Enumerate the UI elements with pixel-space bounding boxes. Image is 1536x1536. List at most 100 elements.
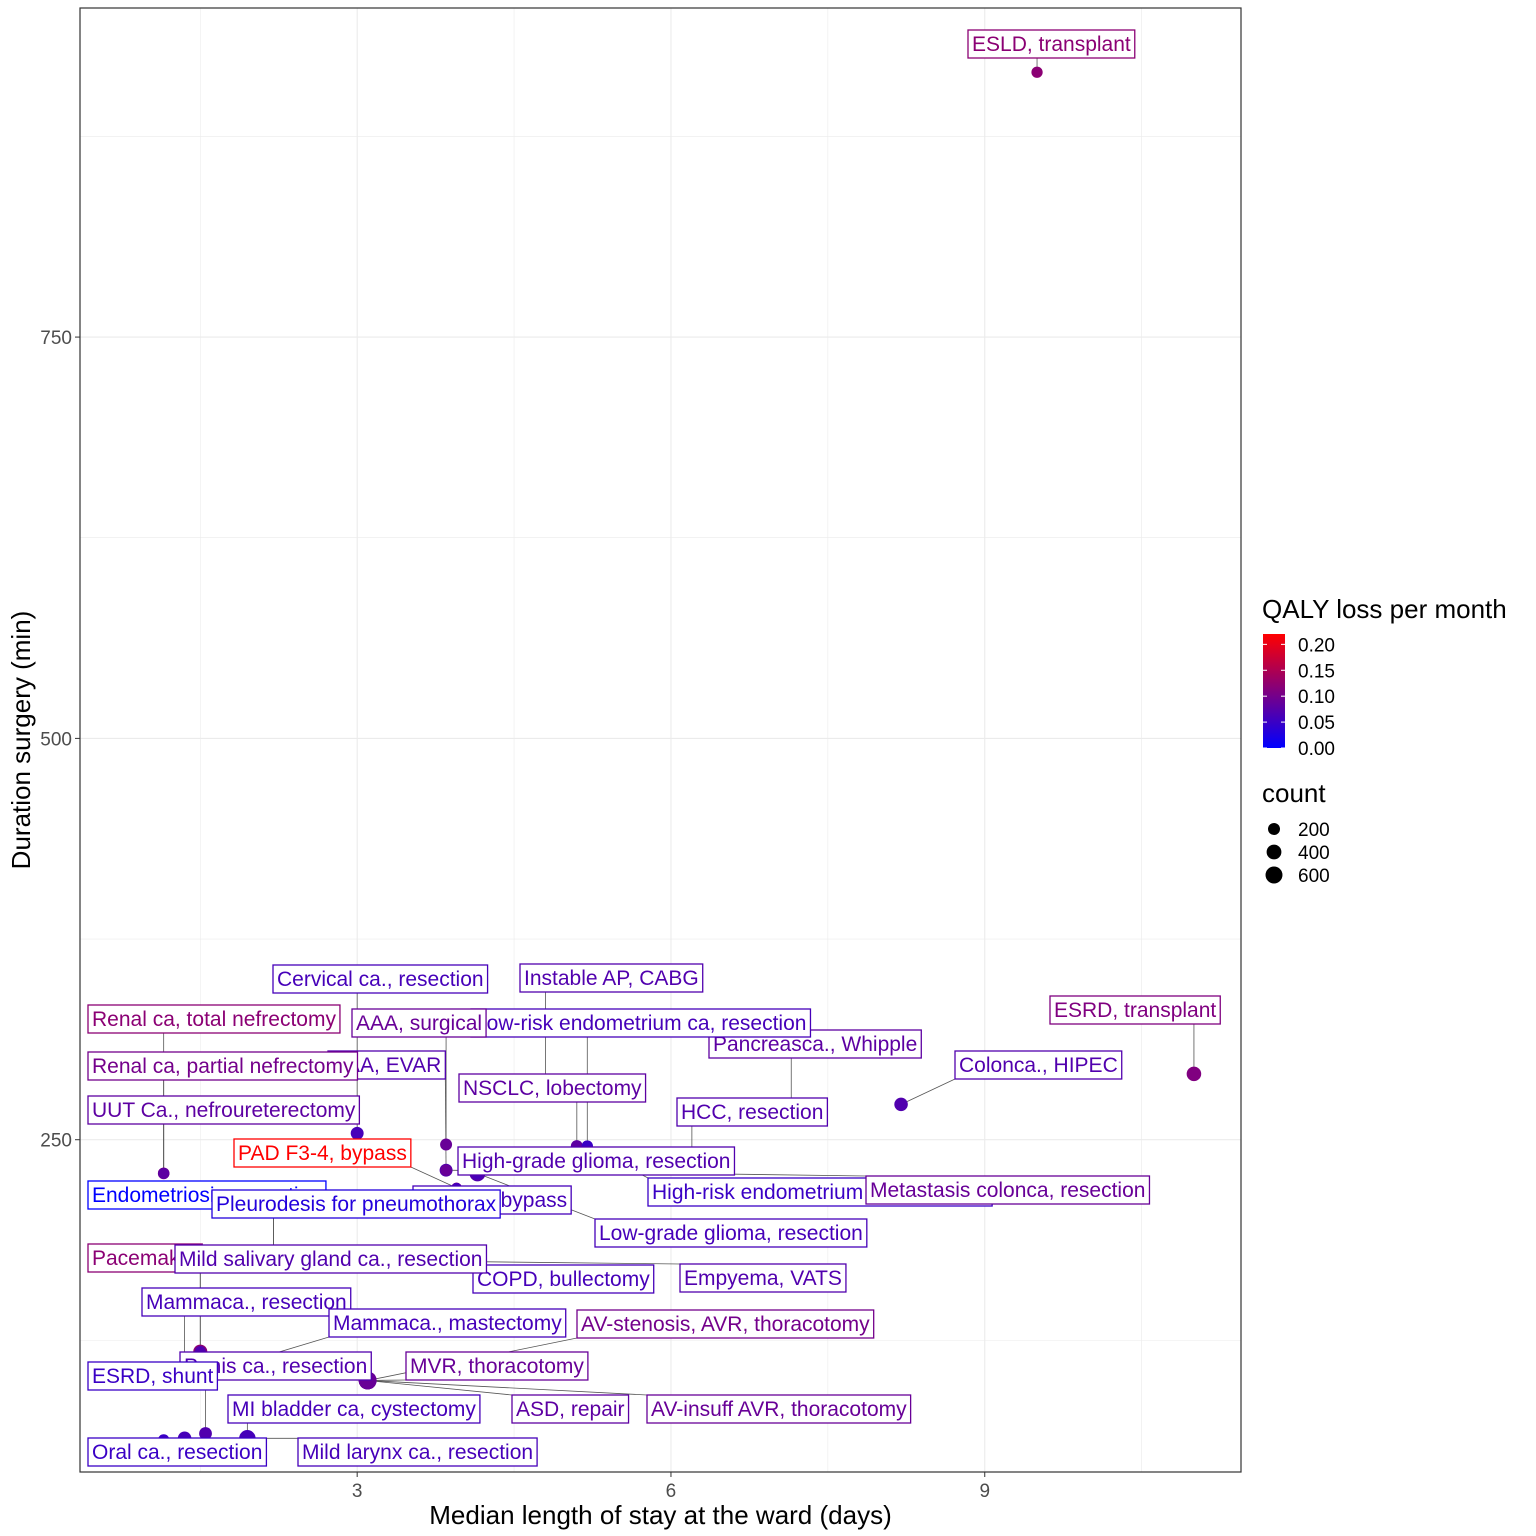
- point-label-text: ASD, repair: [516, 1398, 625, 1421]
- point-label-box: [87, 1004, 341, 1034]
- point-label-text: UUT Ca., nefroureterectomy: [92, 1099, 356, 1122]
- point-label-box: [1049, 995, 1221, 1025]
- color-legend-label: 0.20: [1298, 635, 1335, 656]
- point-label: High-grade glioma, resection: [457, 1146, 736, 1176]
- point-label-text: Empyema, VATS: [684, 1267, 842, 1290]
- point-label: UUT Ca., nefroureterectomy: [87, 1095, 361, 1125]
- x-tick-label: 9: [979, 1481, 990, 1502]
- point-label-box: [297, 1437, 538, 1467]
- x-axis-title: Median length of stay at the ward (days): [429, 1500, 891, 1530]
- size-legend-label: 600: [1298, 866, 1330, 887]
- size-legend-title: count: [1262, 778, 1326, 808]
- point-label: Pacemaker: [87, 1243, 203, 1273]
- point-label-box: [87, 1361, 219, 1391]
- point-label: Cervical ca., resection: [272, 964, 489, 994]
- point-label: ASD, repair: [511, 1394, 630, 1424]
- point-label: Oral ca., resection: [87, 1437, 268, 1467]
- point-label: Renal ca, partial nefrectomy: [87, 1051, 359, 1081]
- point-label: Mild salivary gland ca., resection: [174, 1244, 488, 1274]
- x-tick-label: 6: [666, 1481, 677, 1502]
- color-legend-ticks: 0.20 0.15 0.10 0.05 0.00: [1263, 635, 1335, 760]
- point-label-box: [594, 1218, 868, 1248]
- size-legend-label: 400: [1298, 843, 1330, 864]
- point-label: AAA, surgical: [351, 1008, 487, 1038]
- size-legend-label: 200: [1298, 820, 1330, 841]
- point-label-box: [87, 1437, 268, 1467]
- point-label-box: [865, 1175, 1151, 1205]
- color-legend-label: 0.05: [1298, 713, 1335, 734]
- point-label-box: [351, 1008, 487, 1038]
- point-label-text: Instable AP, CABG: [524, 967, 699, 990]
- point-label: ESRD, shunt: [87, 1361, 219, 1391]
- point-label-box: [272, 964, 489, 994]
- scatter-point: [1031, 66, 1043, 78]
- point-label: AV-stenosis, AVR, thoracotomy: [576, 1309, 875, 1339]
- point-label-text: ESRD, transplant: [1054, 999, 1216, 1022]
- point-label-box: [87, 1095, 361, 1125]
- point-label: Mammaca., mastectomy: [328, 1308, 567, 1338]
- point-label: Colonca., HIPEC: [954, 1050, 1123, 1080]
- y-axis-title: Duration surgery (min): [6, 611, 36, 870]
- point-label-box: [211, 1189, 501, 1219]
- label-leader-line: [477, 1261, 681, 1265]
- color-legend-label: 0.10: [1298, 687, 1335, 708]
- label-leader-line: [367, 1380, 648, 1396]
- point-label-text: Mild larynx ca., resection: [302, 1441, 533, 1464]
- color-legend-title: QALY loss per month: [1262, 594, 1507, 624]
- point-label-text: Mammaca., mastectomy: [333, 1312, 562, 1335]
- point-label-text: Penis ca., resection: [184, 1355, 367, 1378]
- point-label-box: [967, 29, 1136, 59]
- point-label-text: AV-insuff AVR, thoracotomy: [651, 1398, 907, 1421]
- point-label-text: NSCLC, lobectomy: [463, 1077, 642, 1100]
- point-label-text: AAA, surgical: [356, 1012, 482, 1035]
- point-label-box: [646, 1394, 912, 1424]
- point-label-box: [576, 1309, 875, 1339]
- label-leader-line: [410, 1166, 457, 1189]
- point-label-text: ESLD, transplant: [972, 33, 1131, 56]
- point-label: Low-grade glioma, resection: [594, 1218, 868, 1248]
- point-label: HCC, resection: [676, 1097, 829, 1127]
- point-label-box: [472, 1264, 655, 1294]
- label-leader-line: [444, 1078, 447, 1171]
- point-label: ESRD, transplant: [1049, 995, 1221, 1025]
- point-label-box: [174, 1244, 488, 1274]
- point-label-text: Colonca., HIPEC: [959, 1054, 1118, 1077]
- point-label-text: High-grade glioma, resection: [462, 1150, 730, 1173]
- color-legend-bar: [1263, 634, 1285, 748]
- point-label-box: [519, 963, 704, 993]
- point-label-box: [470, 1008, 812, 1038]
- scatter-point: [894, 1097, 908, 1112]
- point-label: NSCLC, lobectomy: [458, 1073, 647, 1103]
- point-label: COPD, bullectomy: [472, 1264, 655, 1294]
- point-label-text: Pleurodesis for pneumothorax: [216, 1193, 497, 1216]
- point-label-text: Renal ca, partial nefrectomy: [92, 1055, 354, 1078]
- point-label: ESLD, transplant: [967, 29, 1136, 59]
- scatter-point: [440, 1164, 452, 1176]
- scatter-point: [350, 1126, 364, 1140]
- y-tick-label: 500: [40, 729, 72, 750]
- point-label-text: Pancreasca., Whipple: [713, 1033, 917, 1056]
- point-label: Mild larynx ca., resection: [297, 1437, 538, 1467]
- point-label: Renal ca, total nefrectomy: [87, 1004, 341, 1034]
- point-label-text: Cervical ca., resection: [277, 968, 484, 991]
- point-label: Empyema, VATS: [679, 1263, 847, 1293]
- point-label-text: AAA, EVAR: [332, 1054, 441, 1077]
- point-label-box: [141, 1287, 352, 1317]
- point-label: AV-insuff AVR, thoracotomy: [646, 1394, 912, 1424]
- point-label-box: [87, 1051, 359, 1081]
- point-label: Low-risk endometrium ca, resection: [470, 1008, 812, 1038]
- point-label-box: [954, 1050, 1123, 1080]
- point-label: MVR, thoracotomy: [405, 1351, 589, 1381]
- x-tick-label: 3: [352, 1481, 363, 1502]
- point-label: MI bladder ca, cystectomy: [227, 1394, 481, 1424]
- point-label-box: [233, 1138, 412, 1168]
- point-label: Metastasis colonca, resection: [865, 1175, 1151, 1205]
- point-label-text: MI bladder ca, cystectomy: [232, 1398, 476, 1421]
- point-label-text: HCC, resection: [681, 1101, 823, 1124]
- axis-ticks: 3 6 9 250 500 750: [40, 328, 990, 1502]
- point-label-text: Mammaca., resection: [146, 1291, 347, 1314]
- point-label-text: Low-grade glioma, resection: [599, 1222, 863, 1245]
- point-label-text: ESRD, shunt: [92, 1365, 214, 1388]
